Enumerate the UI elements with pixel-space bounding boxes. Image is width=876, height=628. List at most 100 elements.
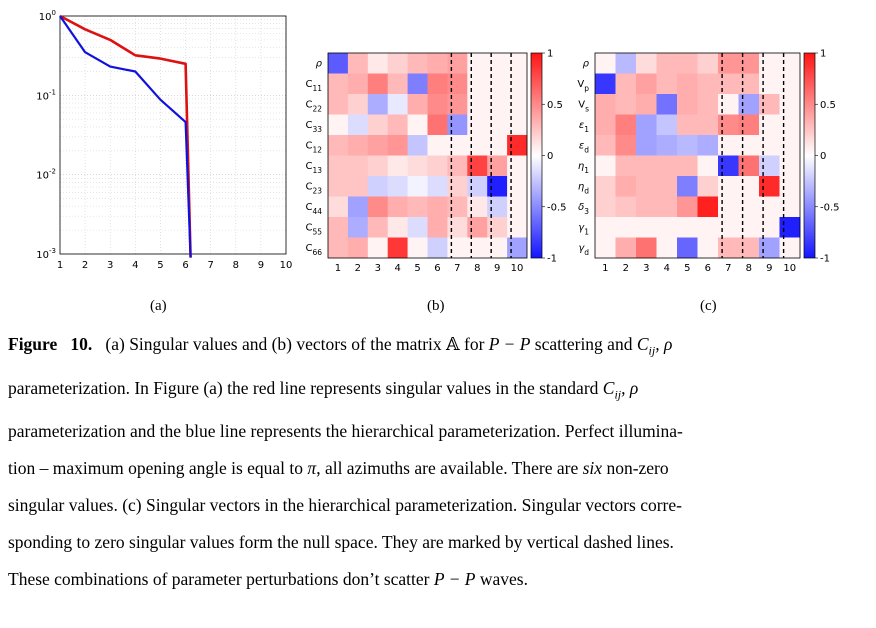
row-label-subscript: d: [584, 248, 589, 257]
heatmap-cell: [636, 114, 657, 136]
heatmap-cell: [615, 237, 637, 259]
heatmap-cell: [759, 94, 780, 115]
x-tick-label: 5: [157, 260, 163, 271]
row-label-main: η: [578, 181, 584, 192]
heatmap-cell: [615, 135, 637, 156]
heatmap-cell: [636, 237, 657, 259]
row-label-subscript: 33: [312, 125, 322, 134]
colorbar: [530, 52, 543, 259]
heatmap-cell: [636, 135, 657, 156]
heatmap-cell: [779, 217, 801, 238]
y-tick-exponent: -2: [49, 168, 56, 176]
heatmap-cell: [595, 217, 616, 238]
heatmap-cell: [447, 53, 468, 74]
heatmap-cell: [447, 237, 468, 259]
heatmap-cell: [447, 94, 468, 115]
heatmap-cell: [447, 155, 468, 177]
caption-text: singular values. (c) Singular vectors in…: [8, 495, 682, 515]
row-label-main: η: [578, 161, 584, 172]
x-tick-label: 7: [207, 260, 213, 271]
caption-text: parameterization. In Figure (a) the red …: [8, 377, 603, 398]
heatmap-cell: [387, 217, 408, 238]
x-tick-label: 4: [132, 260, 138, 271]
heatmap-cell: [447, 176, 468, 197]
heatmap-cell: [759, 135, 780, 156]
heatmap-cell: [407, 217, 428, 238]
heatmap-cell: [347, 114, 369, 136]
heatmap-cell: [759, 196, 780, 218]
heatmap-cell: [738, 73, 760, 95]
heatmap-cell: [367, 94, 388, 115]
row-label-main: V: [578, 99, 585, 110]
heatmap-cell: [467, 94, 488, 115]
caption-text: waves.: [475, 569, 528, 589]
heatmap-cell: [595, 114, 616, 136]
heatmap-cell: [718, 114, 739, 136]
heatmap-cell: [487, 155, 508, 177]
heatmap-cell: [328, 176, 349, 197]
colorbar-tick-label: 1: [547, 49, 553, 60]
heatmap-cell: [507, 237, 528, 259]
caption-math: C: [602, 377, 615, 398]
heatmap-cell: [738, 114, 760, 136]
y-tick-base: 10: [36, 171, 49, 182]
heatmap-cell: [738, 237, 760, 259]
heatmap-cell: [595, 155, 616, 177]
heatmap-cell: [759, 53, 780, 74]
heatmap-cell: [615, 114, 637, 136]
heatmap-frame: [594, 52, 801, 259]
heatmap-cell: [427, 217, 448, 238]
heatmap-cell: [467, 155, 488, 177]
heatmap-cell: [738, 155, 760, 177]
colorbar-tick-label: -1: [820, 254, 830, 265]
heatmap-cell: [467, 196, 488, 218]
heatmap-cell: [387, 73, 408, 95]
row-label-subscript: 23: [312, 186, 322, 195]
x-tick-label: 6: [182, 260, 188, 271]
column-tick-label: 5: [414, 263, 420, 274]
row-label-main: C: [305, 120, 312, 131]
heatmap-cell: [615, 94, 637, 115]
heatmap-cell: [718, 196, 739, 218]
heatmap-cell: [595, 94, 616, 115]
row-label-subscript: 22: [312, 104, 322, 113]
heatmap-cell: [615, 217, 637, 238]
row-tick-label: C44: [305, 202, 322, 216]
heatmap-cell: [697, 155, 719, 177]
heatmap-cell: [677, 176, 698, 197]
row-label-main: ε: [579, 120, 585, 131]
caption-math: , ρ: [621, 377, 639, 398]
heatmap-cell: [407, 176, 428, 197]
heatmap-cell: [447, 73, 468, 95]
heatmap-cell: [615, 73, 637, 95]
heatmap-cell: [467, 114, 488, 136]
caption-math: C: [636, 334, 649, 354]
x-tick-label: 8: [233, 260, 239, 271]
row-tick-label: ρ: [316, 58, 323, 69]
heatmap-cell: [759, 155, 780, 177]
column-tick-label: 9: [494, 263, 500, 274]
heatmap-cell: [656, 94, 678, 115]
heatmap-cell: [367, 217, 388, 238]
heatmap-cell: [467, 73, 488, 95]
heatmap-cell: [487, 73, 508, 95]
colorbar-tick-label: 0.5: [547, 100, 563, 111]
heatmap-cell: [427, 155, 448, 177]
y-tick-base: 10: [36, 91, 49, 102]
heatmap-cell: [779, 155, 801, 177]
x-tick-label: 10: [280, 260, 293, 271]
heatmap-cell: [759, 73, 780, 95]
row-label-subscript: 66: [312, 248, 322, 257]
colorbar: [803, 52, 816, 259]
heatmap-cell: [467, 176, 488, 197]
heatmap-cell: [487, 53, 508, 74]
row-label-main: ε: [579, 140, 585, 151]
heatmap-cell: [595, 53, 616, 74]
heatmap-cell: [615, 53, 637, 74]
row-label-main: C: [305, 243, 312, 254]
row-tick-label: C22: [305, 99, 322, 113]
heatmap-cell: [677, 73, 698, 95]
row-label-subscript: 44: [312, 207, 322, 216]
heatmap-cell: [467, 53, 488, 74]
heatmap-cell: [328, 217, 349, 238]
